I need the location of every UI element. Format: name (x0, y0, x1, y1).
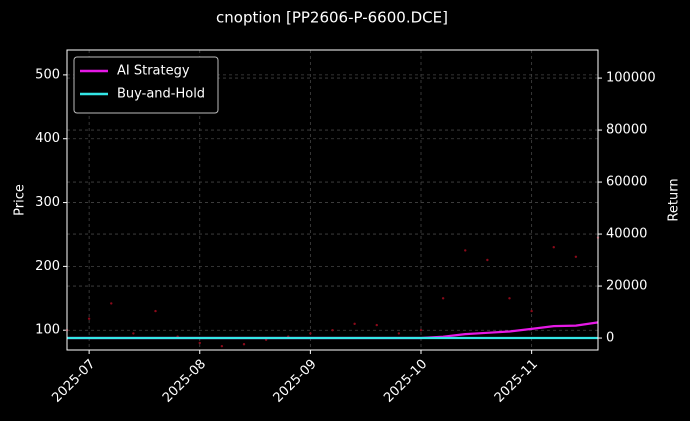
price-point (464, 249, 467, 252)
price-point (110, 302, 113, 305)
price-point (220, 344, 224, 348)
y-tick-label: 300 (35, 195, 60, 210)
y2-tick-label: 40000 (606, 227, 647, 242)
y-axis-label: Price (13, 184, 28, 216)
price-point (441, 297, 445, 300)
price-point (331, 329, 334, 332)
price-point (397, 332, 401, 335)
x-tick-label: 2025-09 (271, 357, 320, 406)
price-point (552, 246, 555, 249)
y2-tick-label: 80000 (606, 123, 647, 138)
x-tick-label: 2025-07 (49, 357, 98, 406)
price-point (530, 309, 533, 313)
y2-tick-label: 100000 (606, 71, 656, 86)
price-point (132, 332, 135, 335)
price-point (242, 343, 246, 346)
price-point (486, 258, 489, 262)
chart-title: cnoption [PP2606-P-6600.DCE] (216, 9, 448, 27)
price-point (198, 341, 201, 345)
price-point (87, 317, 91, 320)
y-tick-label: 400 (35, 131, 60, 146)
price-point (154, 309, 157, 313)
legend-box (73, 56, 219, 114)
y2-tick-label: 0 (606, 331, 614, 346)
price-point (375, 323, 378, 327)
y-tick-label: 100 (35, 323, 60, 338)
y2-tick-label: 20000 (606, 279, 647, 294)
x-tick-label: 2025-10 (381, 357, 430, 406)
x-tick-label: 2025-11 (492, 357, 541, 406)
price-point (419, 329, 423, 332)
plot-frame (66, 49, 599, 351)
price-point (508, 297, 511, 300)
y2-axis-label: Return (667, 178, 682, 221)
price-point (574, 255, 578, 259)
legend-label: Buy-and-Hold (117, 87, 205, 102)
legend-label: AI Strategy (117, 64, 190, 79)
price-point (264, 338, 268, 341)
price-point (353, 322, 356, 326)
price-point (309, 332, 312, 335)
y-tick-label: 200 (35, 259, 60, 274)
x-tick-label: 2025-08 (160, 357, 209, 406)
y-tick-label: 500 (35, 67, 60, 82)
y2-tick-label: 60000 (606, 175, 647, 190)
